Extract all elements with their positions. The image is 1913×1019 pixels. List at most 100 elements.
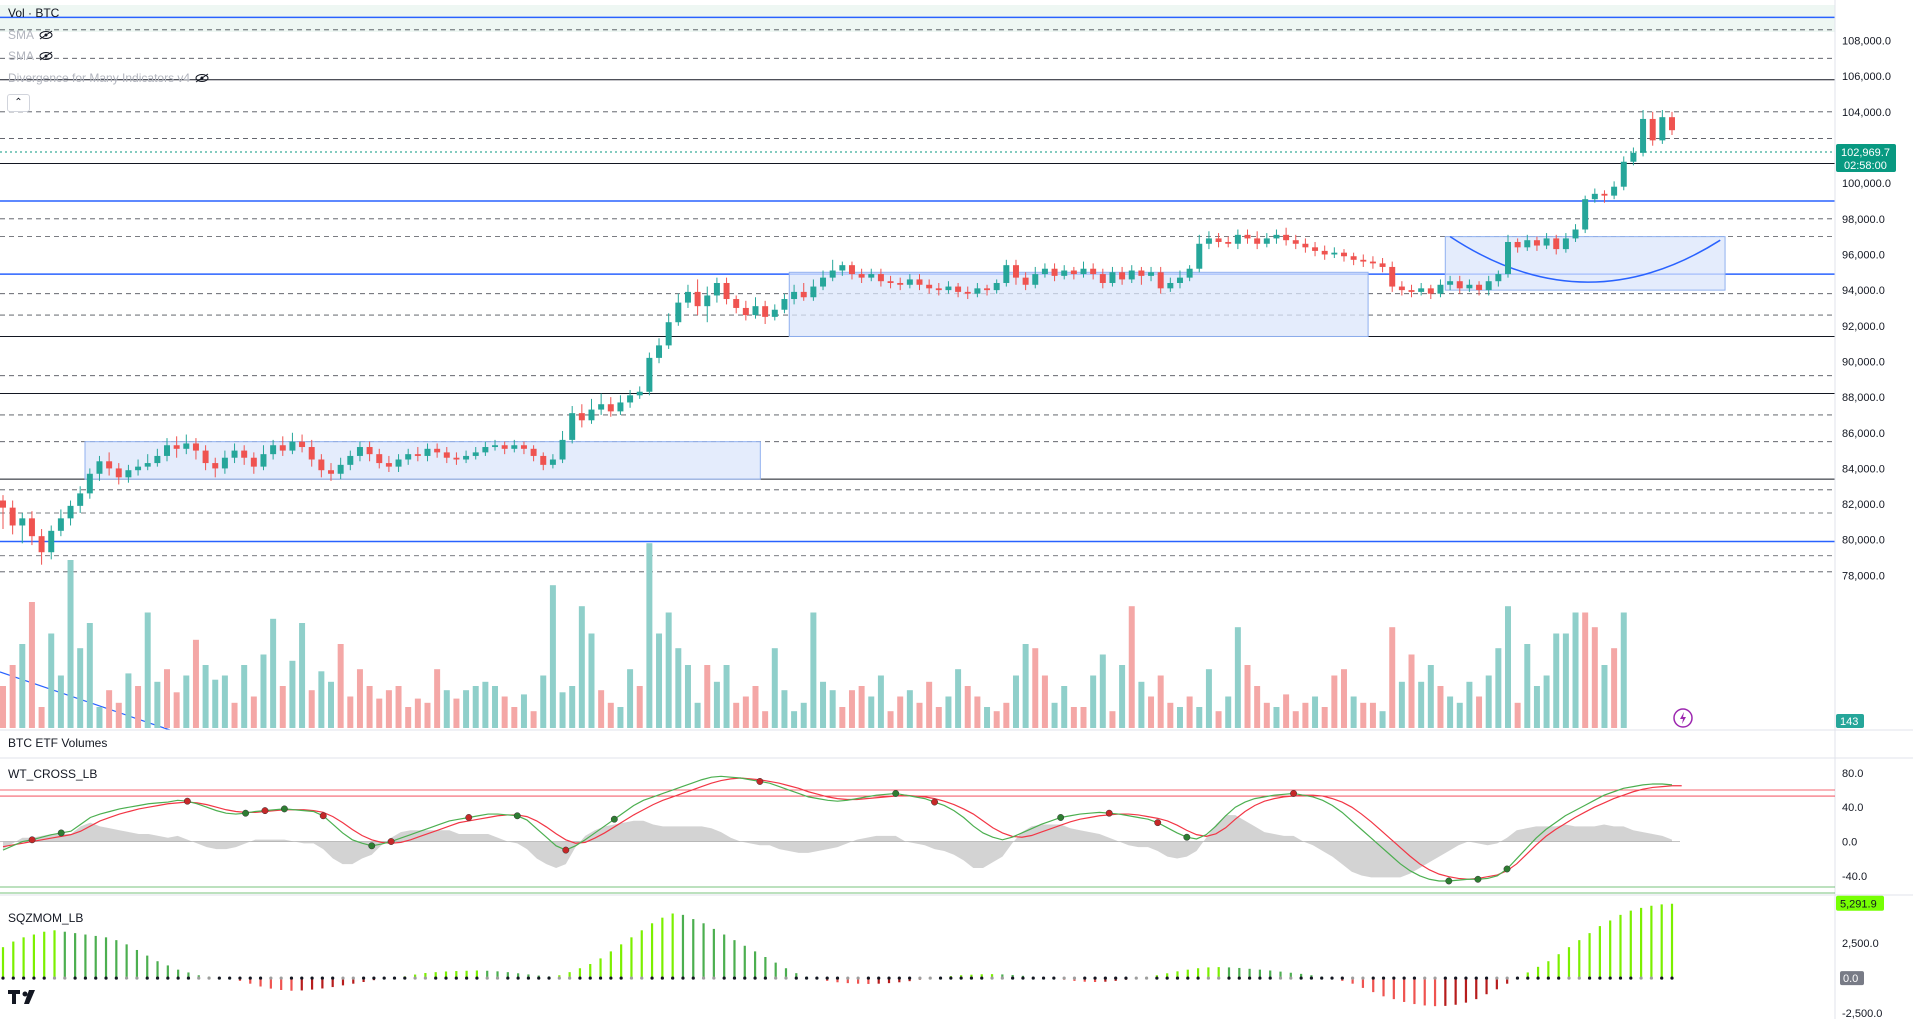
sqz-zero-cross bbox=[341, 976, 345, 980]
volume-bar bbox=[617, 707, 624, 728]
sqz-zero-cross bbox=[928, 976, 932, 980]
sqz-zero-cross bbox=[568, 976, 572, 980]
candle-body bbox=[636, 391, 643, 396]
wt-cross-dot bbox=[892, 790, 900, 797]
volume-bar bbox=[366, 686, 373, 728]
wt-cross-dot bbox=[57, 829, 65, 837]
volume-bar bbox=[1321, 707, 1328, 728]
volume-bar bbox=[299, 623, 306, 728]
volume-bar bbox=[356, 669, 363, 728]
candle-body bbox=[154, 455, 161, 464]
sqz-zero-cross bbox=[969, 976, 974, 980]
sqz-zero-cross bbox=[444, 976, 448, 980]
sqz-zero-cross bbox=[207, 976, 211, 980]
lightning-icon[interactable] bbox=[1673, 708, 1693, 728]
sqz-zero-cross bbox=[1505, 976, 1509, 980]
price-axis-label: 82,000.0 bbox=[1842, 499, 1885, 511]
volume-bar bbox=[984, 707, 991, 728]
volume-bar bbox=[443, 690, 450, 728]
volume-bar bbox=[694, 702, 701, 728]
sqz-zero-cross bbox=[1041, 976, 1046, 980]
candle-body bbox=[955, 286, 962, 292]
candle-body bbox=[1340, 252, 1347, 257]
volume-bar bbox=[96, 707, 103, 728]
eye-hidden-icon[interactable] bbox=[39, 30, 53, 40]
sqz-zero-cross bbox=[732, 976, 737, 980]
volume-bar bbox=[434, 669, 441, 728]
candle-body bbox=[1099, 274, 1106, 283]
tradingview-logo-icon[interactable] bbox=[8, 990, 35, 1004]
candle-body bbox=[906, 279, 913, 285]
sqz-zero-cross bbox=[1196, 976, 1200, 980]
vol-legend[interactable]: Vol · BTC bbox=[8, 6, 60, 20]
volume-bar bbox=[520, 694, 527, 728]
sqz-zero-cross bbox=[629, 976, 634, 980]
candle-body bbox=[472, 452, 479, 456]
candle-body bbox=[492, 445, 499, 448]
candle-body bbox=[791, 291, 798, 300]
candle-body bbox=[675, 302, 682, 323]
sqz-zero-cross bbox=[1289, 976, 1293, 980]
candle-body bbox=[1331, 252, 1338, 255]
squeeze-momentum-pane bbox=[1, 903, 1674, 1007]
sqz-zero-cross bbox=[877, 976, 881, 980]
sqz-axis[interactable]: 2,500.0 0.0 -2,500.0 5,291.9 bbox=[1836, 895, 1884, 1019]
volume-bar bbox=[337, 644, 344, 728]
candle-body bbox=[385, 463, 392, 467]
collapse-legend-button[interactable]: ⌃ bbox=[7, 94, 30, 112]
volume-bar bbox=[1447, 696, 1454, 728]
sqz-zero-cross bbox=[32, 976, 36, 980]
sqz-zero-cross bbox=[537, 976, 541, 980]
candle-body bbox=[1292, 240, 1299, 244]
wt-cross-dot bbox=[465, 814, 473, 821]
wt-cross-dot bbox=[1290, 790, 1298, 797]
sqz-zero-cross bbox=[1268, 976, 1272, 980]
sqz-zero-cross bbox=[918, 976, 922, 980]
candle-body bbox=[511, 445, 518, 449]
price-axis-label: 86,000.0 bbox=[1842, 428, 1885, 440]
candle-body bbox=[829, 270, 836, 278]
volume-bar bbox=[1254, 686, 1261, 728]
divergence-legend[interactable]: Divergence for Many Indicators v4 bbox=[8, 71, 190, 85]
price-axis[interactable]: 108,000.0106,000.0104,000.0102,000.0100,… bbox=[1842, 36, 1891, 583]
candle-body bbox=[858, 274, 865, 278]
sqz-zero-cross bbox=[423, 976, 428, 980]
volume-bar bbox=[1003, 702, 1010, 728]
volume-bar bbox=[906, 690, 913, 728]
candle-body bbox=[1273, 234, 1280, 239]
sqz-zero-cross bbox=[1660, 976, 1664, 980]
eye-hidden-icon[interactable] bbox=[39, 51, 53, 61]
cup-pattern-arc bbox=[1449, 236, 1721, 283]
candle-body bbox=[1350, 256, 1357, 260]
volume-bar bbox=[829, 690, 836, 728]
price-axis-label: 108,000.0 bbox=[1842, 36, 1891, 48]
wt-cross-dot bbox=[610, 815, 618, 823]
volume-bar bbox=[723, 665, 730, 728]
wt-cross-dot bbox=[261, 807, 269, 815]
sqz-axis-label: 2,500.0 bbox=[1842, 938, 1879, 950]
sqz-zero-cross bbox=[753, 976, 757, 980]
volume-bar bbox=[781, 690, 788, 728]
volume-bar bbox=[1591, 627, 1598, 728]
volume-bar bbox=[231, 702, 238, 728]
price-axis-label: 100,000.0 bbox=[1842, 178, 1891, 190]
sma-legend-2[interactable]: SMA bbox=[8, 49, 34, 63]
candle-body bbox=[279, 445, 286, 451]
candle-body bbox=[1505, 241, 1511, 275]
sqz-zero-cross bbox=[217, 976, 221, 980]
wt-cross-legend[interactable]: WT_CROSS_LB bbox=[8, 767, 97, 781]
candle-body bbox=[964, 291, 971, 294]
wt2-line bbox=[2, 777, 1682, 880]
sqz-zero-cross bbox=[351, 976, 355, 980]
eye-hidden-icon[interactable] bbox=[195, 73, 209, 83]
wt-axis[interactable]: 80.0 40.0 0.0 -40.0 bbox=[1842, 768, 1867, 883]
sqz-zero-cross bbox=[114, 976, 118, 980]
volume-bar bbox=[472, 686, 479, 728]
etf-volumes-legend[interactable]: BTC ETF Volumes bbox=[8, 736, 107, 750]
sqzmom-legend[interactable]: SQZMOM_LB bbox=[8, 911, 83, 925]
volume-bar bbox=[955, 669, 962, 728]
sqz-zero-cross bbox=[392, 976, 397, 980]
sma-legend-1[interactable]: SMA bbox=[8, 28, 34, 42]
wt-axis-label: -40.0 bbox=[1842, 871, 1867, 883]
volume-bar bbox=[1312, 696, 1319, 728]
